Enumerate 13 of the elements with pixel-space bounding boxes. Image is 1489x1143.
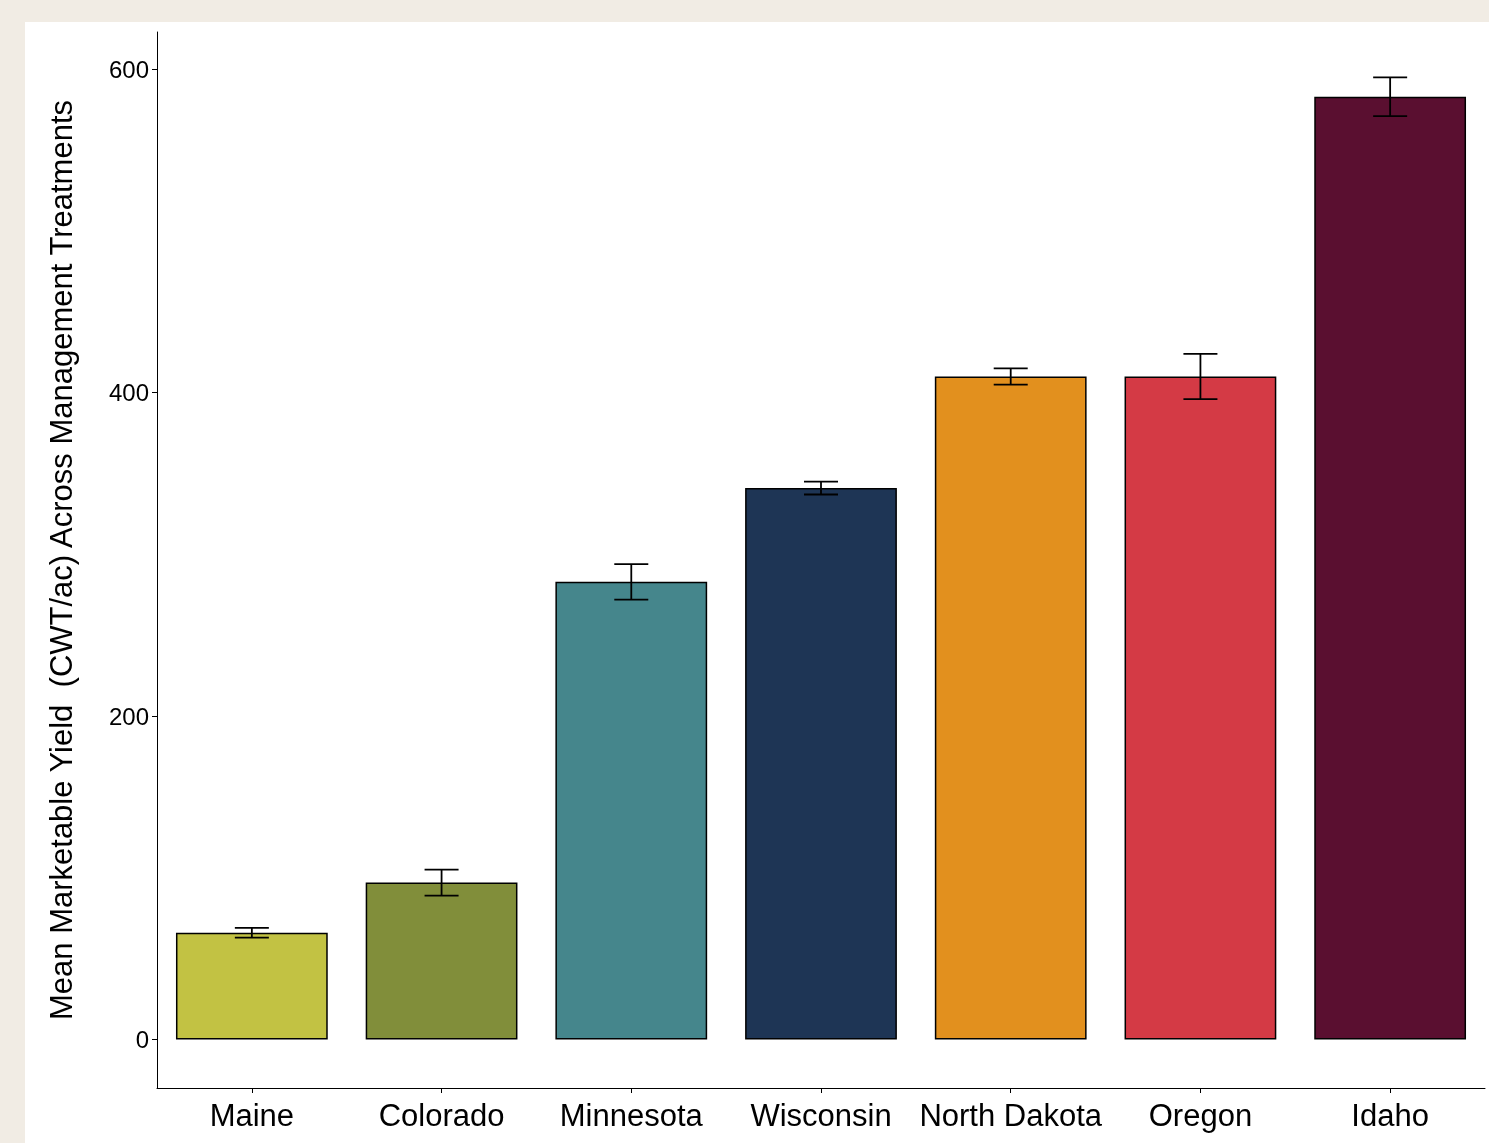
x-tick-label: Minnesota (559, 1098, 704, 1133)
y-tick-label: 400 (108, 379, 149, 407)
x-tick-label: Wisconsin (750, 1098, 892, 1133)
x-tick-label: North Dakota (919, 1098, 1103, 1133)
x-tick-label: Colorado (378, 1098, 505, 1133)
x-tick-label: Maine (209, 1098, 295, 1133)
y-tick-label: 600 (108, 55, 149, 83)
y-axis-title: Mean Marketable Yield (CWT/ac) Across Management Treatments (44, 99, 79, 1021)
y-tick-label: 0 (135, 1025, 149, 1053)
y-tick-label: 200 (108, 702, 149, 730)
x-tick-label: Idaho (1351, 1098, 1429, 1133)
bar (175, 932, 328, 1040)
x-tick-label: Oregon (1148, 1098, 1253, 1133)
